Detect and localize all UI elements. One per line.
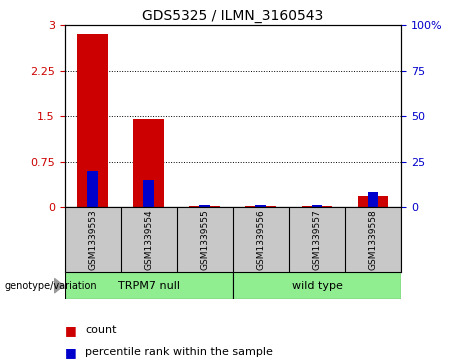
Bar	[312, 205, 322, 207]
Bar	[133, 119, 164, 207]
Bar	[189, 206, 220, 207]
Bar	[358, 196, 389, 207]
Text: GSM1339557: GSM1339557	[313, 209, 321, 270]
Text: genotype/variation: genotype/variation	[5, 281, 97, 291]
Title: GDS5325 / ILMN_3160543: GDS5325 / ILMN_3160543	[142, 9, 324, 23]
Text: ■: ■	[65, 346, 76, 359]
Text: wild type: wild type	[291, 281, 343, 291]
Bar	[301, 206, 332, 207]
Text: TRPM7 null: TRPM7 null	[118, 281, 180, 291]
Text: ■: ■	[65, 324, 76, 337]
Text: GSM1339555: GSM1339555	[200, 209, 209, 270]
Bar	[143, 180, 154, 207]
Text: percentile rank within the sample: percentile rank within the sample	[85, 347, 273, 357]
Bar	[245, 206, 276, 207]
Text: GSM1339558: GSM1339558	[368, 209, 378, 270]
Bar	[77, 34, 108, 207]
Bar	[255, 205, 266, 207]
Text: GSM1339556: GSM1339556	[256, 209, 266, 270]
Bar	[199, 205, 210, 207]
Bar	[367, 192, 378, 207]
Polygon shape	[54, 278, 64, 293]
Bar	[65, 272, 233, 299]
Bar	[233, 272, 401, 299]
Text: GSM1339553: GSM1339553	[88, 209, 97, 270]
Bar	[87, 171, 98, 207]
Text: count: count	[85, 325, 117, 335]
Text: GSM1339554: GSM1339554	[144, 209, 153, 270]
